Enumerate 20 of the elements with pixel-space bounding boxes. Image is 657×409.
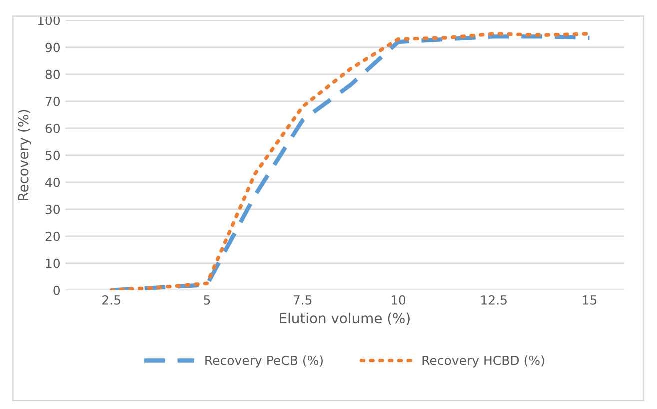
y-tick-label: 70 bbox=[46, 96, 60, 106]
legend-label: Recovery PeCB (%) bbox=[206, 356, 323, 368]
x-tick-label: 7.5 bbox=[294, 296, 312, 305]
x-tick-label: 10 bbox=[392, 295, 406, 305]
y-tick-label: 60 bbox=[46, 124, 60, 134]
y-tick-label: 90 bbox=[46, 42, 60, 52]
y-tick-label: 30 bbox=[46, 204, 60, 214]
y-tick-label: 20 bbox=[46, 232, 60, 242]
x-tick-label: 5 bbox=[204, 296, 210, 305]
x-tick-label: 2.5 bbox=[102, 295, 120, 305]
y-axis-title: Recovery (%) bbox=[18, 110, 32, 200]
legend-label: Recovery HCBD (%) bbox=[422, 356, 544, 368]
x-tick-label: 12.5 bbox=[482, 295, 507, 305]
y-tick-label: 40 bbox=[46, 178, 60, 188]
y-tick-label: 80 bbox=[46, 70, 60, 80]
y-tick-label: 10 bbox=[46, 258, 60, 268]
y-tick-label: 0 bbox=[54, 286, 60, 296]
x-tick-label: 15 bbox=[583, 296, 597, 305]
x-axis-title: Elution volume (%) bbox=[280, 312, 410, 326]
y-tick-label: 50 bbox=[46, 150, 60, 160]
